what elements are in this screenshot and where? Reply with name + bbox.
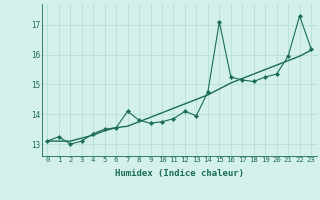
X-axis label: Humidex (Indice chaleur): Humidex (Indice chaleur) [115, 169, 244, 178]
